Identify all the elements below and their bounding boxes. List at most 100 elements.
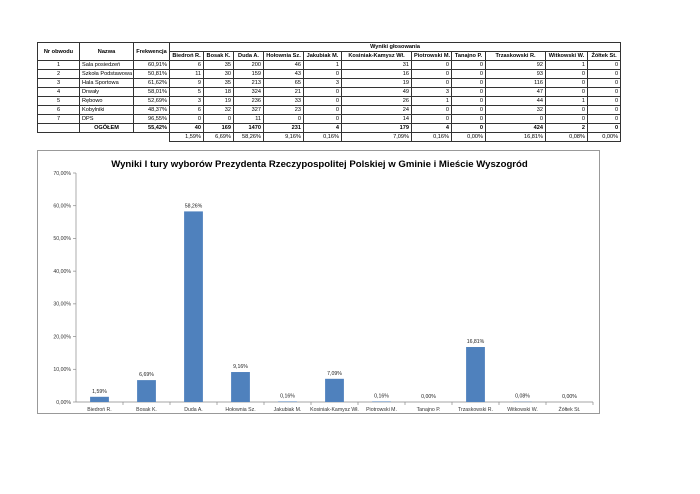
vote-cell: 0 <box>586 78 622 88</box>
district-name-cell: DPS <box>79 114 134 124</box>
vote-cell: 0 <box>411 114 452 124</box>
data-label: 0,00% <box>421 394 436 400</box>
data-label: 16,81% <box>467 339 485 345</box>
turnout-cell: 52,69% <box>133 96 170 106</box>
bar <box>184 211 203 402</box>
percent-cell: 0,16% <box>411 132 452 142</box>
vote-cell: 46 <box>263 60 304 70</box>
total-label: OGÓŁEM <box>79 123 134 133</box>
x-tick-label: Tanajno P. <box>417 407 441 413</box>
bar <box>231 372 250 402</box>
vote-cell: 0 <box>303 87 342 97</box>
candidate-header: Witkowski W. <box>545 51 588 61</box>
vote-cell: 0 <box>451 78 486 88</box>
vote-cell: 33 <box>263 96 304 106</box>
data-label: 9,16% <box>233 364 248 370</box>
vote-cell: 0 <box>303 114 342 124</box>
total-vote-cell: 0 <box>451 123 486 133</box>
table-row: 5 Rębowo 52,69% 3 19 236 33 0 26 1 0 44 1 0 <box>37 96 622 106</box>
vote-cell: 9 <box>169 78 204 88</box>
vote-cell: 18 <box>203 87 234 97</box>
vote-cell: 47 <box>485 87 546 97</box>
total-row: OGÓŁEM 55,42% 40 169 1470 231 4 179 4 0 424 2 0 <box>37 123 622 133</box>
candidate-header: Piotrowski M. <box>411 51 452 61</box>
table-row: 7 DPS 96,55% 0 0 11 0 0 14 0 0 0 0 0 <box>37 114 622 124</box>
data-label: 0,16% <box>374 393 389 399</box>
vote-cell: 0 <box>545 69 588 79</box>
bar <box>466 347 485 402</box>
vote-cell: 43 <box>263 69 304 79</box>
vote-cell: 32 <box>485 105 546 115</box>
percent-blank-cell <box>37 132 80 142</box>
vote-cell: 0 <box>411 105 452 115</box>
vote-cell: 32 <box>203 105 234 115</box>
vote-cell: 11 <box>233 114 264 124</box>
vote-cell: 24 <box>341 105 412 115</box>
vote-cell: 0 <box>203 114 234 124</box>
total-vote-cell: 40 <box>169 123 204 133</box>
vote-cell: 6 <box>169 105 204 115</box>
total-vote-cell: 4 <box>303 123 342 133</box>
y-tick-label: 50,00% <box>53 236 71 242</box>
percent-blank-cell <box>79 132 134 142</box>
candidate-header: Trzaskowski R. <box>485 51 546 61</box>
vote-cell: 1 <box>303 60 342 70</box>
vote-cell: 0 <box>545 87 588 97</box>
y-tick-label: 70,00% <box>53 171 71 177</box>
vote-cell: 324 <box>233 87 264 97</box>
turnout-cell: 60,91% <box>133 60 170 70</box>
table-row: 4 Drwały 58,01% 5 18 324 21 0 49 3 0 47 0 0 <box>37 87 622 97</box>
total-vote-cell: 0 <box>586 123 622 133</box>
district-name-cell: Drwały <box>79 87 134 97</box>
vote-cell: 1 <box>545 96 588 106</box>
vote-cell: 26 <box>341 96 412 106</box>
percent-cell: 0,08% <box>545 132 588 142</box>
district-name-cell: Kobylniki <box>79 105 134 115</box>
vote-cell: 30 <box>203 69 234 79</box>
vote-cell: 0 <box>545 114 588 124</box>
vote-cell: 19 <box>203 96 234 106</box>
percent-cell: 0,16% <box>303 132 342 142</box>
y-tick-label: 10,00% <box>53 367 71 373</box>
vote-cell: 236 <box>233 96 264 106</box>
vote-cell: 200 <box>233 60 264 70</box>
candidate-header: Bosak K. <box>203 51 234 61</box>
vote-cell: 0 <box>586 105 622 115</box>
percent-cell: 1,59% <box>169 132 204 142</box>
results-table: Nr obwodu Nazwa Frekwencja Wyniki głosow… <box>37 42 622 142</box>
candidate-header: Kosiniak-Kamysz Wł. <box>341 51 412 61</box>
bar <box>90 396 109 402</box>
total-vote-cell: 4 <box>411 123 452 133</box>
total-vote-cell: 231 <box>263 123 304 133</box>
vote-cell: 0 <box>303 96 342 106</box>
total-vote-cell: 179 <box>341 123 412 133</box>
vote-cell: 35 <box>203 78 234 88</box>
vote-cell: 19 <box>341 78 412 88</box>
data-label: 7,09% <box>327 371 342 377</box>
vote-cell: 0 <box>411 60 452 70</box>
district-no-cell: 1 <box>37 60 80 70</box>
turnout-cell: 61,62% <box>133 78 170 88</box>
x-tick-label: Piotrowski M. <box>366 407 397 413</box>
vote-cell: 14 <box>341 114 412 124</box>
vote-cell: 0 <box>451 96 486 106</box>
table-row: 6 Kobylniki 48,37% 6 32 327 23 0 24 0 0 32 0 0 <box>37 105 622 115</box>
table-row: 3 Hala Sportowa 61,62% 9 35 213 65 3 19 0 0 116 0 0 <box>37 78 622 88</box>
vote-cell: 23 <box>263 105 304 115</box>
vote-cell: 0 <box>451 60 486 70</box>
district-no-cell: 2 <box>37 69 80 79</box>
y-tick-label: 60,00% <box>53 204 71 210</box>
vote-cell: 0 <box>586 60 622 70</box>
percent-cell: 9,16% <box>263 132 304 142</box>
vote-cell: 0 <box>485 114 546 124</box>
district-name-cell: Hala Sportowa <box>79 78 134 88</box>
y-tick-label: 0,00% <box>56 400 71 406</box>
vote-cell: 6 <box>169 60 204 70</box>
header-name: Nazwa <box>79 42 134 61</box>
vote-cell: 0 <box>545 78 588 88</box>
percent-cell: 6,69% <box>203 132 234 142</box>
vote-cell: 31 <box>341 60 412 70</box>
chart-area: Wyniki I tury wyborów Prezydenta Rzeczyp… <box>37 150 600 414</box>
x-tick-label: Duda A. <box>184 407 202 413</box>
bar <box>325 378 344 402</box>
